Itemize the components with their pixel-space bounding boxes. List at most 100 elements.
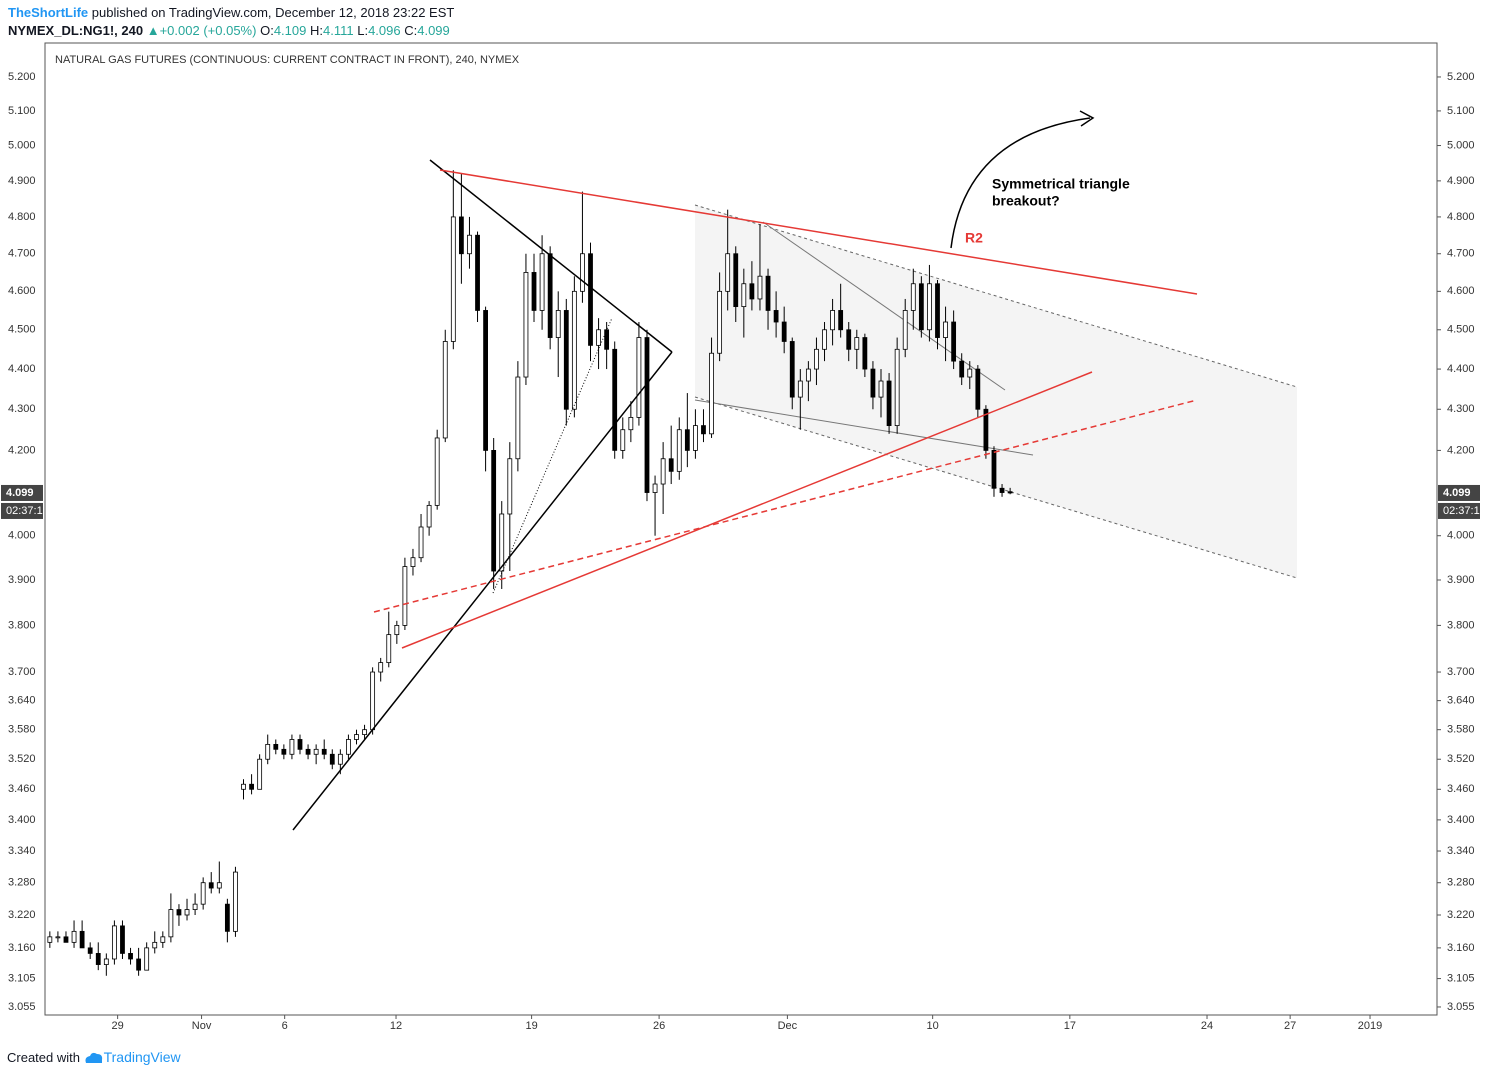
y-tick-label: 3.900 — [1447, 574, 1475, 586]
y-tick-label: 3.400 — [8, 814, 36, 826]
open: 4.109 — [273, 23, 307, 38]
y-tick-label: 4.200 — [1447, 444, 1475, 456]
publish-line: TheShortLife published on TradingView.co… — [8, 5, 454, 20]
footer: Created with TradingView — [7, 1049, 181, 1065]
y-tick-label: 3.160 — [8, 942, 36, 954]
chart: NATURAL GAS FUTURES (CONTINUOUS: CURRENT… — [1, 42, 1480, 1032]
candle-body — [894, 348, 900, 427]
y-tick-label: 5.000 — [8, 139, 36, 151]
low-label: L: — [357, 23, 369, 38]
x-tick-label: 12 — [390, 1020, 402, 1032]
candle-body — [200, 882, 206, 905]
candle-body — [709, 352, 714, 435]
y-tick-label: 4.800 — [8, 211, 36, 223]
y-tick-label: 3.640 — [8, 695, 36, 707]
y-tick-label: 5.200 — [8, 71, 36, 83]
high-label: H: — [309, 23, 323, 38]
candle-body — [668, 458, 674, 472]
candle-body — [846, 329, 852, 350]
candle-body — [757, 275, 763, 300]
x-tick-label: Nov — [192, 1020, 212, 1032]
candle-body — [297, 739, 303, 750]
candle-body — [571, 290, 577, 410]
candle-body — [555, 310, 561, 338]
annotation: breakout? — [992, 193, 1060, 209]
candle-body — [547, 253, 553, 338]
candle-body — [160, 936, 166, 943]
candle-body — [612, 348, 618, 451]
candle-body — [910, 283, 916, 311]
y-tick-label: 3.520 — [8, 753, 36, 765]
candle-body — [418, 526, 424, 559]
y-tick-label: 3.340 — [8, 845, 36, 857]
candle-body — [354, 734, 359, 740]
candle-body — [814, 348, 819, 370]
candle-body — [79, 930, 85, 949]
y-tick-label: 3.580 — [1447, 724, 1475, 736]
close-label: C: — [404, 23, 418, 38]
y-tick-label: 3.105 — [1447, 972, 1475, 984]
y-tick-label: 5.000 — [1447, 139, 1475, 151]
candle-body — [71, 930, 77, 943]
candle-body — [362, 729, 367, 735]
candle-body — [152, 941, 158, 949]
candle-body — [111, 925, 117, 960]
candle-body — [539, 253, 545, 311]
x-tick-label: 6 — [282, 1020, 288, 1032]
x-tick-label: 19 — [525, 1020, 537, 1032]
y-tick-label: 4.600 — [1447, 285, 1475, 297]
brand[interactable]: TradingView — [103, 1049, 181, 1065]
candle-body — [684, 429, 690, 451]
candle-body — [862, 337, 868, 370]
candle-body — [442, 341, 448, 439]
candle-body — [370, 671, 376, 731]
candle-body — [144, 947, 150, 971]
candle-body — [943, 321, 948, 338]
candle-body — [975, 368, 981, 410]
candle-body — [789, 341, 795, 398]
candle-body — [499, 513, 505, 572]
candle-body — [886, 380, 892, 427]
author[interactable]: TheShortLife — [8, 5, 89, 20]
x-tick-label: 26 — [653, 1020, 665, 1032]
y-tick-label: 4.200 — [8, 444, 36, 456]
candle-body — [273, 743, 279, 750]
published: published on TradingView.com, December 1… — [91, 5, 455, 20]
y-tick-label: 4.400 — [8, 363, 36, 375]
created-with: Created with — [7, 1050, 80, 1065]
candle-body — [983, 408, 989, 451]
candle-body — [725, 253, 731, 292]
price-tag — [1438, 484, 1480, 501]
y-tick-label: 4.500 — [1447, 324, 1475, 336]
candle-body — [378, 662, 384, 673]
candle-body — [394, 625, 400, 636]
arrow-head — [1079, 110, 1095, 127]
y-tick-label: 4.700 — [1447, 248, 1475, 260]
y-tick-label: 4.300 — [8, 403, 36, 415]
candle-body — [426, 504, 432, 528]
candle-body — [644, 337, 650, 493]
candle-body — [224, 903, 230, 932]
candle-body — [458, 216, 464, 255]
y-tick-label: 3.400 — [1447, 814, 1475, 826]
y-tick-label: 3.460 — [1447, 783, 1475, 795]
candle-body — [830, 310, 835, 331]
y-tick-label: 3.800 — [1447, 619, 1475, 631]
chart-title: NATURAL GAS FUTURES (CONTINUOUS: CURRENT… — [55, 54, 520, 66]
y-tick-label: 4.500 — [8, 324, 36, 336]
candles — [47, 170, 1013, 976]
x-tick-label: 24 — [1201, 1020, 1213, 1032]
candle-body — [717, 290, 723, 354]
y-tick-label: 3.700 — [1447, 666, 1475, 678]
y-tick-label: 4.700 — [8, 248, 36, 260]
candle-body — [257, 758, 263, 790]
y-tick-label: 4.000 — [1447, 530, 1475, 542]
candle-body — [55, 936, 61, 939]
y-tick-label: 5.100 — [8, 105, 36, 117]
candle-body — [580, 253, 585, 292]
candle-body — [233, 871, 238, 932]
candle-body — [313, 748, 319, 755]
y-tick-label: 3.160 — [1447, 942, 1475, 954]
price-label: 4.099 — [6, 487, 34, 499]
